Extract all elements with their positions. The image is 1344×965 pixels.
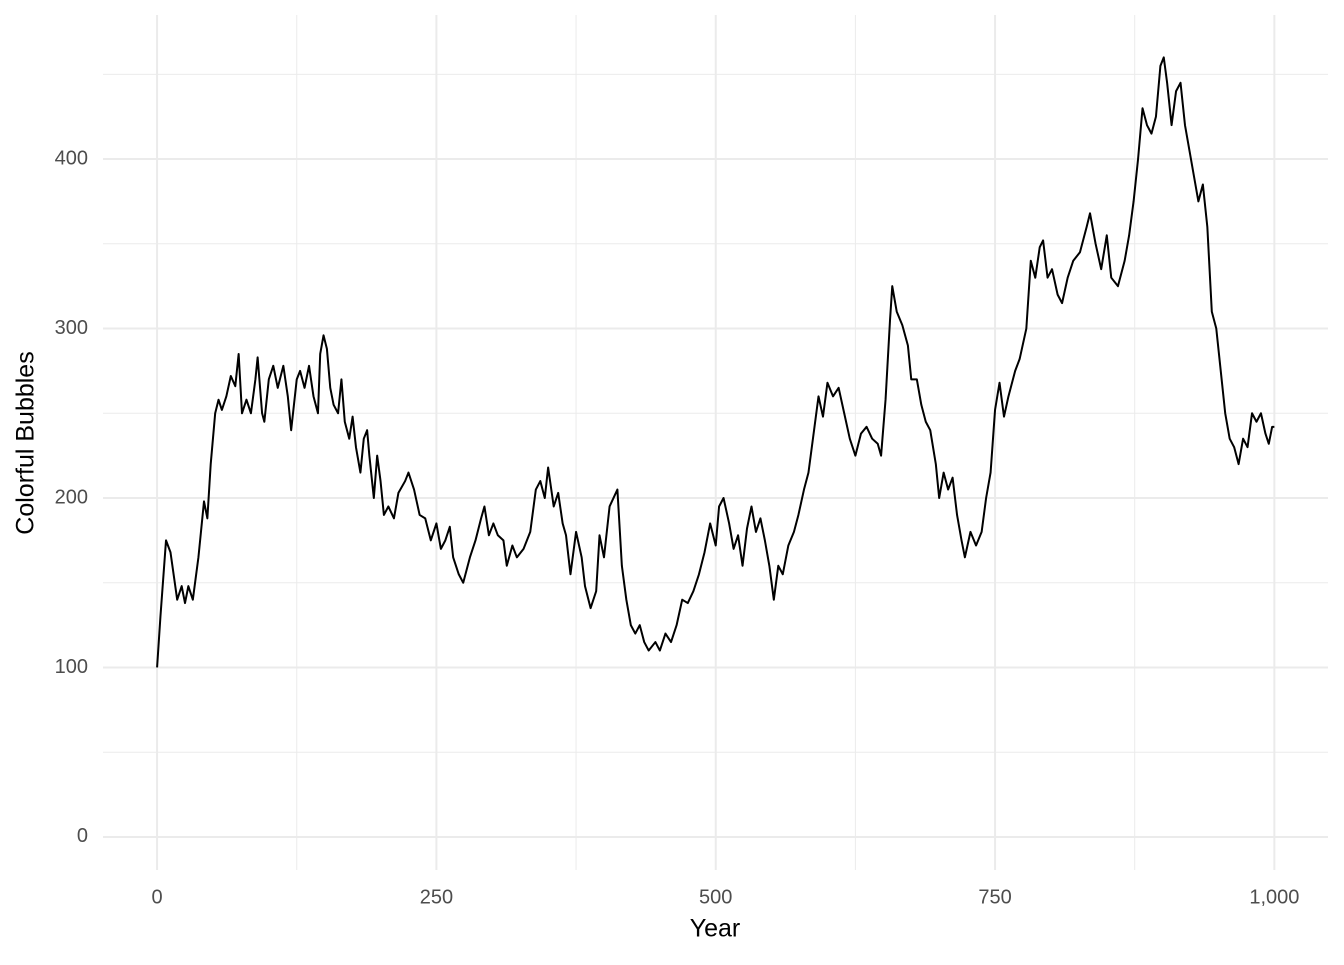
y-tick-label: 200 [55, 486, 88, 508]
x-tick-label: 250 [420, 886, 453, 908]
x-tick-label: 750 [978, 886, 1011, 908]
grid [103, 15, 1328, 870]
line [156, 56, 1275, 668]
y-tick-label: 0 [77, 825, 88, 847]
x-tick-label: 1,000 [1249, 886, 1299, 908]
x-tick-label: 0 [152, 886, 163, 908]
y-tick-label: 100 [55, 656, 88, 678]
y-tick-label: 400 [55, 147, 88, 169]
x-axis-title: Year [690, 915, 741, 943]
y-axis-title: Colorful Bubbles [12, 351, 40, 534]
x-tick-label: 500 [699, 886, 732, 908]
y-tick-label: 300 [55, 317, 88, 339]
